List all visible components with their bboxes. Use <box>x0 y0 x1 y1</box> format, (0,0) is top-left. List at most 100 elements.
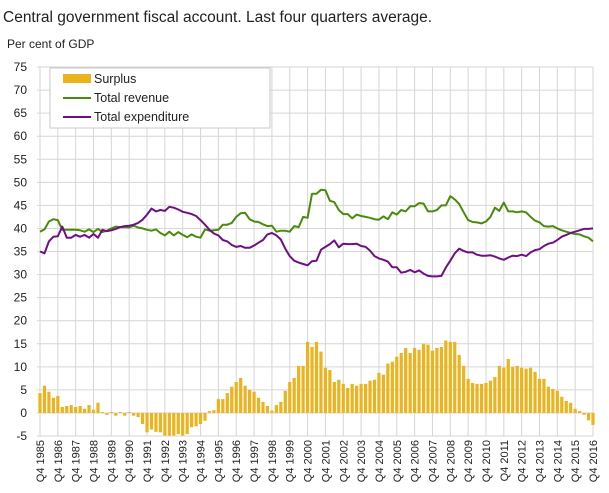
surplus-bar <box>426 344 430 413</box>
surplus-bar <box>234 382 238 413</box>
surplus-bar <box>381 374 386 413</box>
x-tick-label: Q4 2004 <box>374 440 386 482</box>
y-tick-label: 60 <box>14 129 28 143</box>
surplus-bar <box>475 383 479 413</box>
surplus-bar <box>127 412 131 413</box>
surplus-bar <box>51 397 55 413</box>
y-tick-label: 65 <box>14 106 28 120</box>
y-tick-label: 15 <box>14 337 28 351</box>
y-tick-label: 0 <box>20 406 27 420</box>
surplus-bar <box>256 397 261 413</box>
surplus-bar <box>270 410 274 413</box>
surplus-bar <box>163 412 167 436</box>
surplus-bar <box>247 389 252 413</box>
legend-label-surplus: Surplus <box>94 72 136 86</box>
surplus-bar <box>506 358 510 413</box>
surplus-bar <box>355 385 359 413</box>
x-tick-label: Q4 2015 <box>570 440 582 482</box>
surplus-bar <box>564 400 568 413</box>
surplus-bar <box>212 410 216 413</box>
surplus-bar <box>207 411 212 413</box>
x-tick-label: Q4 1992 <box>160 440 172 482</box>
surplus-bar <box>551 388 555 413</box>
surplus-bar <box>198 412 203 425</box>
x-tick-label: Q4 2012 <box>517 440 529 482</box>
surplus-bar <box>265 406 270 413</box>
surplus-bar <box>546 386 551 413</box>
surplus-bar <box>167 412 171 436</box>
surplus-bar <box>91 409 96 413</box>
surplus-bar <box>225 393 229 413</box>
x-tick-label: Q4 1987 <box>71 440 83 482</box>
surplus-bar <box>114 412 118 416</box>
x-tick-label: Q4 1998 <box>267 440 279 482</box>
surplus-bar <box>533 371 537 413</box>
surplus-bar <box>408 352 412 413</box>
surplus-bar <box>230 386 234 413</box>
legend-swatch-surplus <box>63 74 91 83</box>
x-tick-label: Q4 2013 <box>534 440 546 482</box>
legend: Surplus Total revenue Total expenditure <box>49 67 271 129</box>
x-tick-label: Q4 1990 <box>124 440 136 482</box>
surplus-bar <box>421 343 426 413</box>
surplus-bar <box>314 341 319 413</box>
surplus-bar <box>586 412 591 421</box>
surplus-bar <box>497 365 501 413</box>
x-tick-label: Q4 1989 <box>106 440 118 482</box>
legend-label-expenditure: Total expenditure <box>94 110 189 124</box>
surplus-bar <box>377 372 381 413</box>
x-axis-ticks: Q4 1985 Q4 1986 Q4 1987 Q4 1988 Q4 1989 Q4 19… <box>35 440 600 482</box>
y-tick-label: 5 <box>20 383 27 397</box>
surplus-bar <box>109 412 113 413</box>
surplus-bar <box>172 412 176 436</box>
surplus-bar <box>520 367 524 413</box>
surplus-bar <box>185 412 189 435</box>
surplus-bar <box>524 368 528 413</box>
surplus-bar <box>479 383 484 413</box>
x-tick-label: Q4 1991 <box>142 440 154 482</box>
legend-label-revenue: Total revenue <box>94 91 169 105</box>
surplus-bar <box>462 365 466 413</box>
y-tick-label: 50 <box>14 175 28 189</box>
surplus-bar <box>390 361 394 413</box>
x-tick-label: Q4 1996 <box>231 440 243 482</box>
surplus-bar <box>430 350 435 413</box>
surplus-bar <box>569 402 573 413</box>
surplus-bar <box>279 401 283 413</box>
surplus-bar <box>261 401 265 413</box>
total-revenue-line <box>39 188 594 243</box>
x-tick-label: Q4 1985 <box>35 440 47 482</box>
surplus-bar <box>243 385 247 413</box>
surplus-bar <box>332 382 336 413</box>
surplus-bar <box>239 377 243 413</box>
surplus-bar <box>368 380 372 413</box>
surplus-bar <box>42 385 47 413</box>
surplus-bar <box>221 399 225 413</box>
y-axis-ticks: -5 0 5 10 15 20 25 30 35 40 45 50 55 60 65 70 75 <box>14 60 28 443</box>
y-axis-label: Per cent of GDP <box>7 37 94 51</box>
surplus-bar <box>149 412 154 430</box>
surplus-bar <box>337 379 341 413</box>
x-tick-label: Q4 2003 <box>356 440 368 482</box>
surplus-bar <box>542 378 546 413</box>
surplus-bar <box>78 406 82 413</box>
surplus-bar <box>136 412 140 418</box>
surplus-bar <box>555 390 559 413</box>
x-tick-label: Q4 1999 <box>285 440 297 482</box>
surplus-bar <box>435 347 439 413</box>
surplus-bar <box>292 377 296 413</box>
surplus-bar <box>176 412 180 435</box>
x-tick-label: Q4 2006 <box>410 440 422 482</box>
surplus-bar <box>154 412 158 432</box>
surplus-bar <box>386 363 390 413</box>
surplus-bar <box>74 406 78 413</box>
x-tick-label: Q4 1994 <box>196 440 208 482</box>
surplus-bar <box>274 405 278 413</box>
x-tick-label: Q4 2007 <box>427 440 439 482</box>
surplus-bar <box>87 405 91 413</box>
surplus-bar <box>82 408 87 413</box>
surplus-bar <box>591 412 595 425</box>
surplus-bar <box>484 382 488 413</box>
surplus-bar <box>439 346 443 413</box>
surplus-bar <box>100 412 105 413</box>
